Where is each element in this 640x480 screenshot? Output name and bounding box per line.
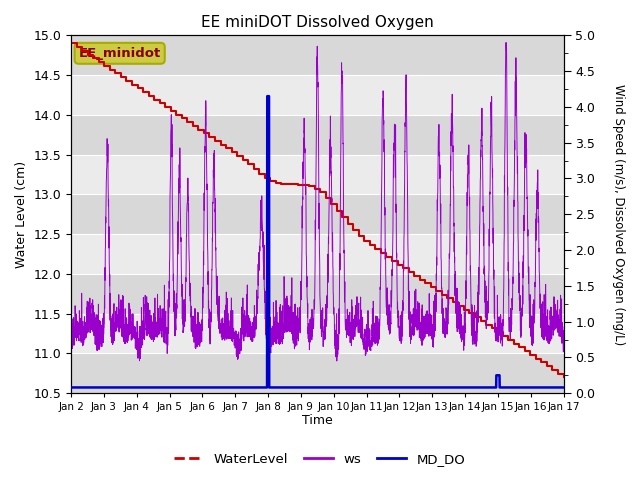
Bar	[71, 75, 564, 115]
Bar	[71, 155, 564, 194]
Legend: WaterLevel, ws, MD_DO: WaterLevel, ws, MD_DO	[169, 447, 471, 471]
X-axis label: Time: Time	[302, 414, 333, 427]
Text: EE_minidot: EE_minidot	[79, 47, 161, 60]
Bar	[71, 353, 564, 393]
Bar	[71, 36, 564, 75]
Y-axis label: Water Level (cm): Water Level (cm)	[15, 161, 28, 268]
Bar	[71, 234, 564, 274]
Bar	[71, 194, 564, 234]
Bar	[71, 274, 564, 313]
Bar	[71, 115, 564, 155]
Bar	[71, 313, 564, 353]
Title: EE miniDOT Dissolved Oxygen: EE miniDOT Dissolved Oxygen	[201, 15, 434, 30]
Y-axis label: Wind Speed (m/s), Dissolved Oxygen (mg/L): Wind Speed (m/s), Dissolved Oxygen (mg/L…	[612, 84, 625, 345]
